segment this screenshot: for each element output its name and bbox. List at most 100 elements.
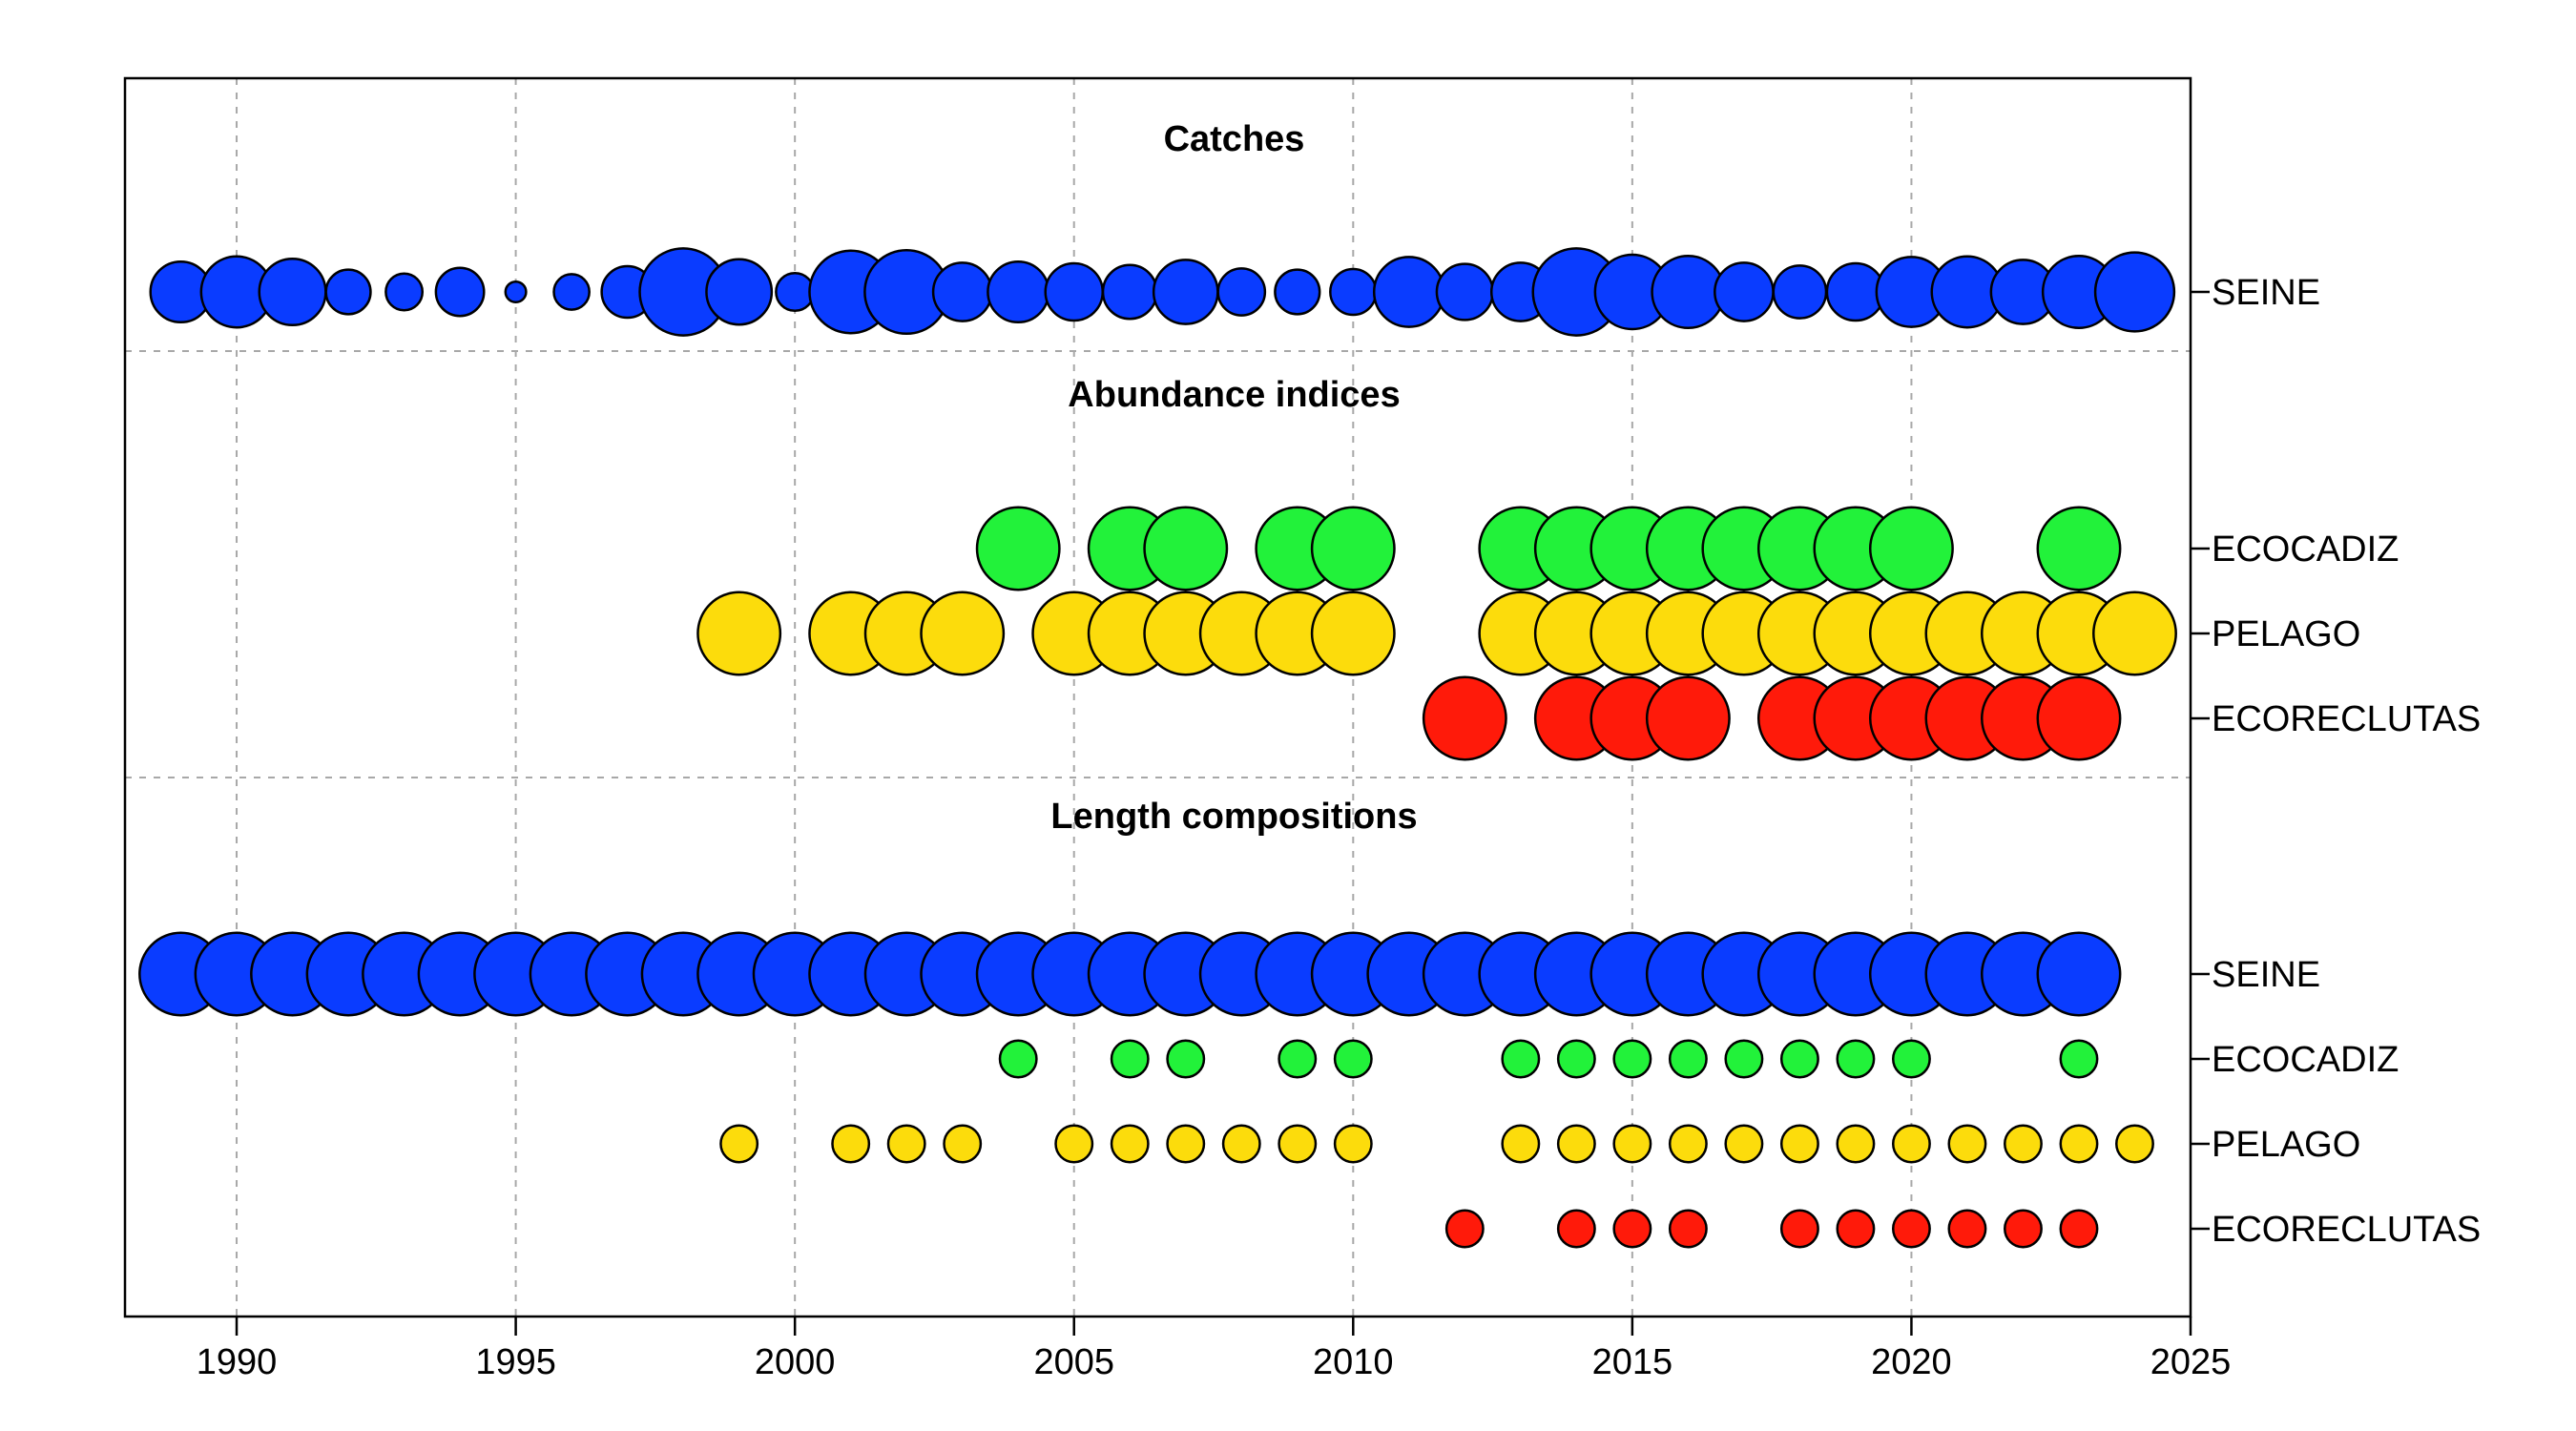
bubble-pelago-2010: [1310, 591, 1396, 676]
bubble-seine-2007: [1152, 259, 1219, 325]
bubble-pelago-2022: [2004, 1124, 2043, 1164]
bubble-pelago-2016: [1668, 1124, 1708, 1164]
bubble-ecoreclutas-2022: [2004, 1209, 2043, 1249]
bubbles: [138, 247, 2177, 1249]
bubble-pelago-2020: [1891, 1124, 1931, 1164]
bubble-ecoreclutas-2012: [1444, 1209, 1485, 1249]
bubble-pelago-2018: [1779, 1124, 1819, 1164]
bubble-ecocadiz-2006: [1110, 1039, 1150, 1079]
plot-frame: [123, 76, 2192, 1318]
bubble-ecocadiz-2017: [1724, 1039, 1764, 1079]
bubble-ecocadiz-2014: [1556, 1039, 1596, 1079]
bubble-seine-2005: [1044, 261, 1104, 322]
bubble-ecocadiz-2007: [1166, 1039, 1206, 1079]
bubble-pelago-2023: [2059, 1124, 2099, 1164]
bubble-ecoreclutas-2018: [1779, 1209, 1819, 1249]
bubble-ecoreclutas-2015: [1612, 1209, 1652, 1249]
bubble-seine-1992: [324, 268, 372, 316]
row-label-ecoreclutas: ECORECLUTAS: [2212, 699, 2481, 739]
bubble-seine-1993: [384, 272, 425, 312]
bubble-pelago-2008: [1221, 1124, 1261, 1164]
bubble-seine-1991: [258, 257, 327, 327]
bubble-seine-1995: [504, 280, 528, 304]
bubble-ecoreclutas-2016: [1668, 1209, 1708, 1249]
bubble-pelago-2021: [1947, 1124, 1987, 1164]
axes: SEINE ECOCADIZ PELAGO ECORECLUTAS SEINE ECOCA…: [197, 273, 2481, 1382]
bubble-ecoreclutas-2014: [1556, 1209, 1596, 1249]
bubble-ecocadiz-2010: [1333, 1039, 1373, 1079]
bubble-seine-2000: [775, 271, 816, 313]
bubble-pelago-2015: [1612, 1124, 1652, 1164]
bubble-seine-2011: [1372, 256, 1445, 328]
bubble-ecocadiz-2020: [1891, 1039, 1931, 1079]
x-tick-label-2010: 2010: [1313, 1342, 1394, 1382]
bubble-pelago-2005: [1054, 1124, 1094, 1164]
bubble-pelago-2024: [2092, 591, 2177, 676]
x-tick-label-2025: 2025: [2150, 1342, 2232, 1382]
x-tick-label-2000: 2000: [755, 1342, 836, 1382]
bubble-pelago-2019: [1836, 1124, 1876, 1164]
bubble-seine-2010: [1329, 267, 1378, 317]
bubble-ecocadiz-2020: [1868, 506, 1954, 591]
section-title: Length compositions: [1050, 797, 1417, 837]
bubble-ecocadiz-2009: [1278, 1039, 1318, 1079]
bubble-seine-2003: [931, 261, 993, 322]
x-tick-label-2015: 2015: [1592, 1342, 1673, 1382]
bubble-pelago-2003: [920, 591, 1006, 676]
bubble-seine-2008: [1216, 267, 1267, 317]
bubble-ecocadiz-2016: [1668, 1039, 1708, 1079]
bubble-pelago-2003: [943, 1124, 983, 1164]
bubble-ecocadiz-2004: [975, 506, 1061, 591]
bubble-ecocadiz-2004: [998, 1039, 1038, 1079]
bubble-ecocadiz-2018: [1779, 1039, 1819, 1079]
bubble-pelago-2013: [1501, 1124, 1541, 1164]
bubble-pelago-1999: [719, 1124, 759, 1164]
bubble-seine-2023: [2036, 931, 2122, 1017]
bubble-ecoreclutas-2023: [2036, 675, 2122, 761]
bubble-ecocadiz-2023: [2059, 1039, 2099, 1079]
bubble-seine-2004: [987, 259, 1050, 324]
bubble-ecocadiz-2013: [1501, 1039, 1541, 1079]
section-title: Catches: [1164, 119, 1305, 159]
bubble-pelago-2007: [1166, 1124, 1206, 1164]
row-label-pelago: PELAGO: [2212, 1125, 2360, 1165]
bubble-pelago-2010: [1333, 1124, 1373, 1164]
bubble-pelago-2002: [886, 1124, 926, 1164]
bubble-pelago-2006: [1110, 1124, 1150, 1164]
bubble-pelago-2009: [1278, 1124, 1318, 1164]
bubble-pelago-2024: [2115, 1124, 2154, 1164]
row-label-ecoreclutas: ECORECLUTAS: [2212, 1210, 2481, 1250]
bubble-ecoreclutas-2021: [1947, 1209, 1987, 1249]
row-label-ecocadiz: ECOCADIZ: [2212, 529, 2399, 570]
bubble-seine-2018: [1772, 264, 1828, 320]
bubble-pelago-2001: [831, 1124, 871, 1164]
bubble-ecocadiz-2023: [2036, 506, 2122, 591]
bubble-pelago-1999: [696, 591, 782, 676]
x-tick-label-1995: 1995: [475, 1342, 556, 1382]
bubble-ecoreclutas-2020: [1891, 1209, 1931, 1249]
bubble-seine-2009: [1274, 268, 1321, 316]
section-title: Abundance indices: [1068, 375, 1400, 415]
row-label-seine: SEINE: [2212, 955, 2320, 995]
row-label-ecocadiz: ECOCADIZ: [2212, 1040, 2399, 1080]
bubble-ecocadiz-2007: [1143, 506, 1229, 591]
x-tick-label-1990: 1990: [197, 1342, 278, 1382]
bubble-ecoreclutas-2023: [2059, 1209, 2099, 1249]
section-titles: Catches Abundance indices Length compositi…: [1050, 119, 1417, 837]
bubble-pelago-2017: [1724, 1124, 1764, 1164]
bubble-seine-2017: [1714, 261, 1775, 322]
bubble-ecocadiz-2015: [1612, 1039, 1652, 1079]
bubble-pelago-2014: [1556, 1124, 1596, 1164]
row-label-pelago: PELAGO: [2212, 614, 2360, 654]
bubble-ecocadiz-2019: [1836, 1039, 1876, 1079]
bubble-seine-2024: [2093, 251, 2176, 333]
x-tick-label-2005: 2005: [1033, 1342, 1114, 1382]
x-tick-label-2020: 2020: [1871, 1342, 1952, 1382]
bubble-ecocadiz-2010: [1310, 506, 1396, 591]
row-label-seine: SEINE: [2212, 273, 2320, 313]
bubble-seine-1994: [434, 266, 486, 318]
bubble-ecoreclutas-2012: [1422, 675, 1507, 761]
bubble-seine-1996: [552, 273, 591, 311]
bubble-ecoreclutas-2016: [1645, 675, 1731, 761]
